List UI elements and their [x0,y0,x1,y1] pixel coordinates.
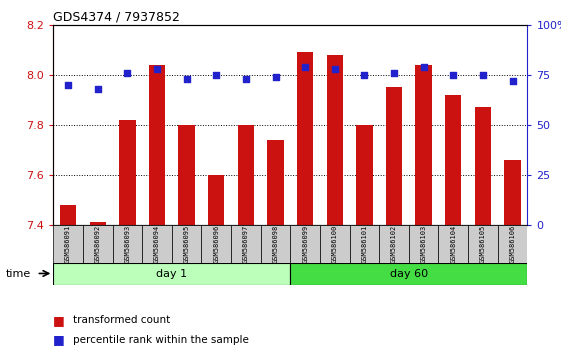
Text: ■: ■ [53,314,65,327]
Text: GSM586099: GSM586099 [302,225,308,263]
Point [123,70,132,76]
Bar [60,205,76,225]
Bar [379,225,409,264]
Bar [238,125,254,225]
Bar [83,225,113,264]
Point [479,72,488,78]
Text: time: time [6,269,31,279]
Bar [504,160,521,225]
Bar [498,225,527,264]
Bar [409,225,439,264]
Bar [445,95,461,225]
Text: day 60: day 60 [390,269,428,279]
Point [241,76,250,82]
Bar [149,65,165,225]
Text: GDS4374 / 7937852: GDS4374 / 7937852 [53,11,180,24]
Point [301,64,310,70]
Bar [268,140,284,225]
Point [63,82,72,88]
Text: transformed count: transformed count [73,315,170,325]
Point [271,74,280,80]
Point [449,72,458,78]
Point [360,72,369,78]
Text: day 1: day 1 [157,269,187,279]
Text: GSM586093: GSM586093 [125,225,130,263]
Text: GSM586094: GSM586094 [154,225,160,263]
Text: GSM586104: GSM586104 [450,225,456,263]
Text: GSM586092: GSM586092 [95,225,101,263]
Bar [439,225,468,264]
Text: GSM586106: GSM586106 [509,225,516,263]
Bar [208,175,224,225]
Point [153,66,162,72]
Bar [350,225,379,264]
Bar [172,225,201,264]
Text: GSM586101: GSM586101 [361,225,367,263]
Bar [327,55,343,225]
Text: GSM586098: GSM586098 [273,225,278,263]
Text: ■: ■ [53,333,65,346]
Text: GSM586095: GSM586095 [183,225,190,263]
Bar [356,125,373,225]
Bar [231,225,261,264]
Bar [178,125,195,225]
Bar [320,225,350,264]
Text: GSM586105: GSM586105 [480,225,486,263]
Bar [119,120,136,225]
Bar [416,65,432,225]
Bar [290,263,527,285]
Point [389,70,398,76]
Bar [113,225,142,264]
Bar [468,225,498,264]
Text: GSM586103: GSM586103 [421,225,427,263]
Text: GSM586096: GSM586096 [213,225,219,263]
Point [93,86,102,92]
Bar [297,52,313,225]
Bar [386,87,402,225]
Point [419,64,428,70]
Bar [201,225,231,264]
Text: GSM586102: GSM586102 [391,225,397,263]
Bar [475,107,491,225]
Bar [261,225,291,264]
Point [508,78,517,84]
Point [211,72,220,78]
Bar [90,222,106,225]
Point [182,76,191,82]
Point [330,66,339,72]
Text: GSM586091: GSM586091 [65,225,71,263]
Text: GSM586100: GSM586100 [332,225,338,263]
Text: GSM586097: GSM586097 [243,225,249,263]
Text: percentile rank within the sample: percentile rank within the sample [73,335,249,345]
Bar [290,225,320,264]
Bar [142,225,172,264]
Bar [53,225,83,264]
Bar [53,263,290,285]
